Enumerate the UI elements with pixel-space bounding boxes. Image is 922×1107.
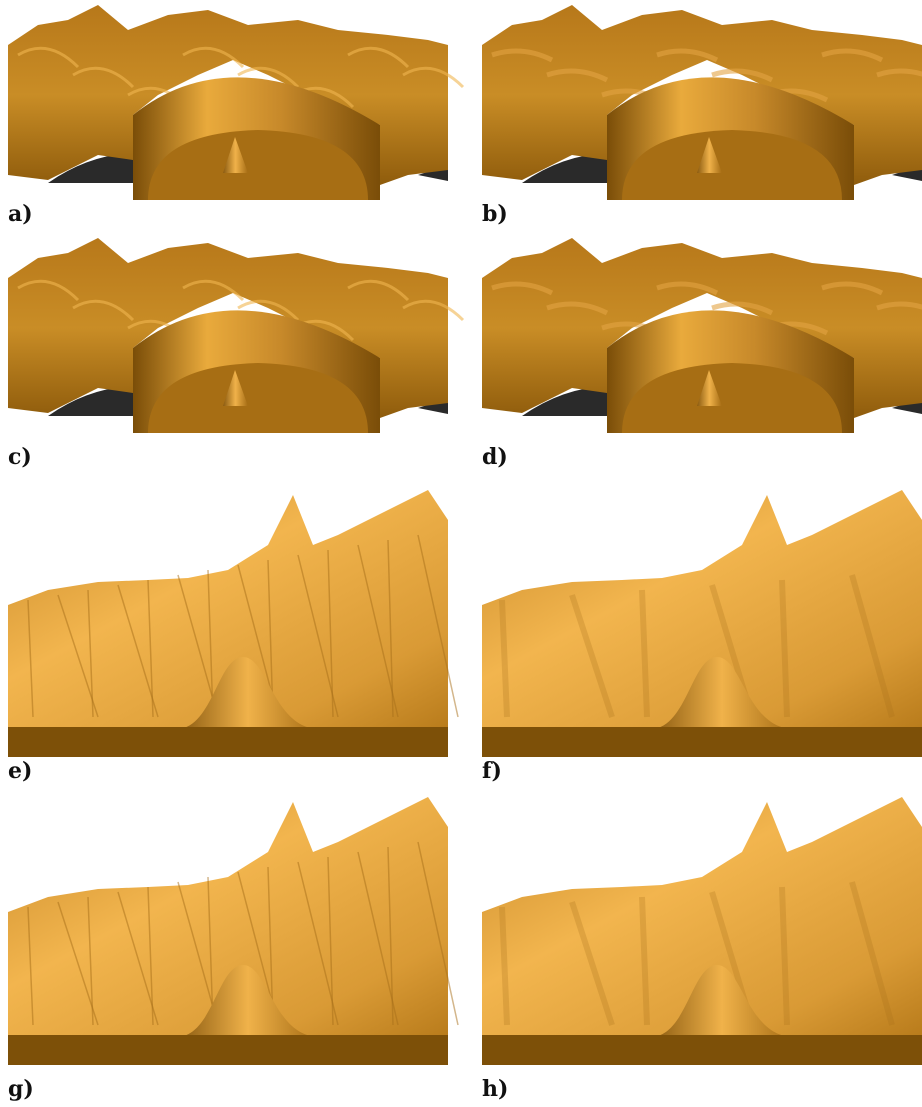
panel: [8, 490, 458, 757]
panel: [482, 490, 922, 757]
panel-label: f): [482, 758, 502, 784]
panel-label: g): [8, 1076, 34, 1102]
ground: [482, 1035, 922, 1065]
panel-label: d): [482, 444, 508, 470]
ground: [8, 727, 448, 757]
panel: [8, 238, 463, 433]
panel-label: a): [8, 201, 33, 227]
panel-label: e): [8, 758, 32, 784]
ground: [8, 1035, 448, 1065]
panel-label: h): [482, 1076, 508, 1102]
panel: [482, 797, 922, 1065]
panel-label: c): [8, 444, 32, 470]
page: a)b)c)d)e)f)g)h) (() => { const data = J…: [0, 0, 922, 1107]
panel-label: b): [482, 201, 508, 227]
panel: [482, 238, 922, 433]
panel: [482, 5, 922, 200]
ground: [482, 727, 922, 757]
panel: [8, 5, 463, 200]
figure: a) b) c) d) e) f) g) h): [0, 0, 922, 1107]
panel: [8, 797, 458, 1065]
